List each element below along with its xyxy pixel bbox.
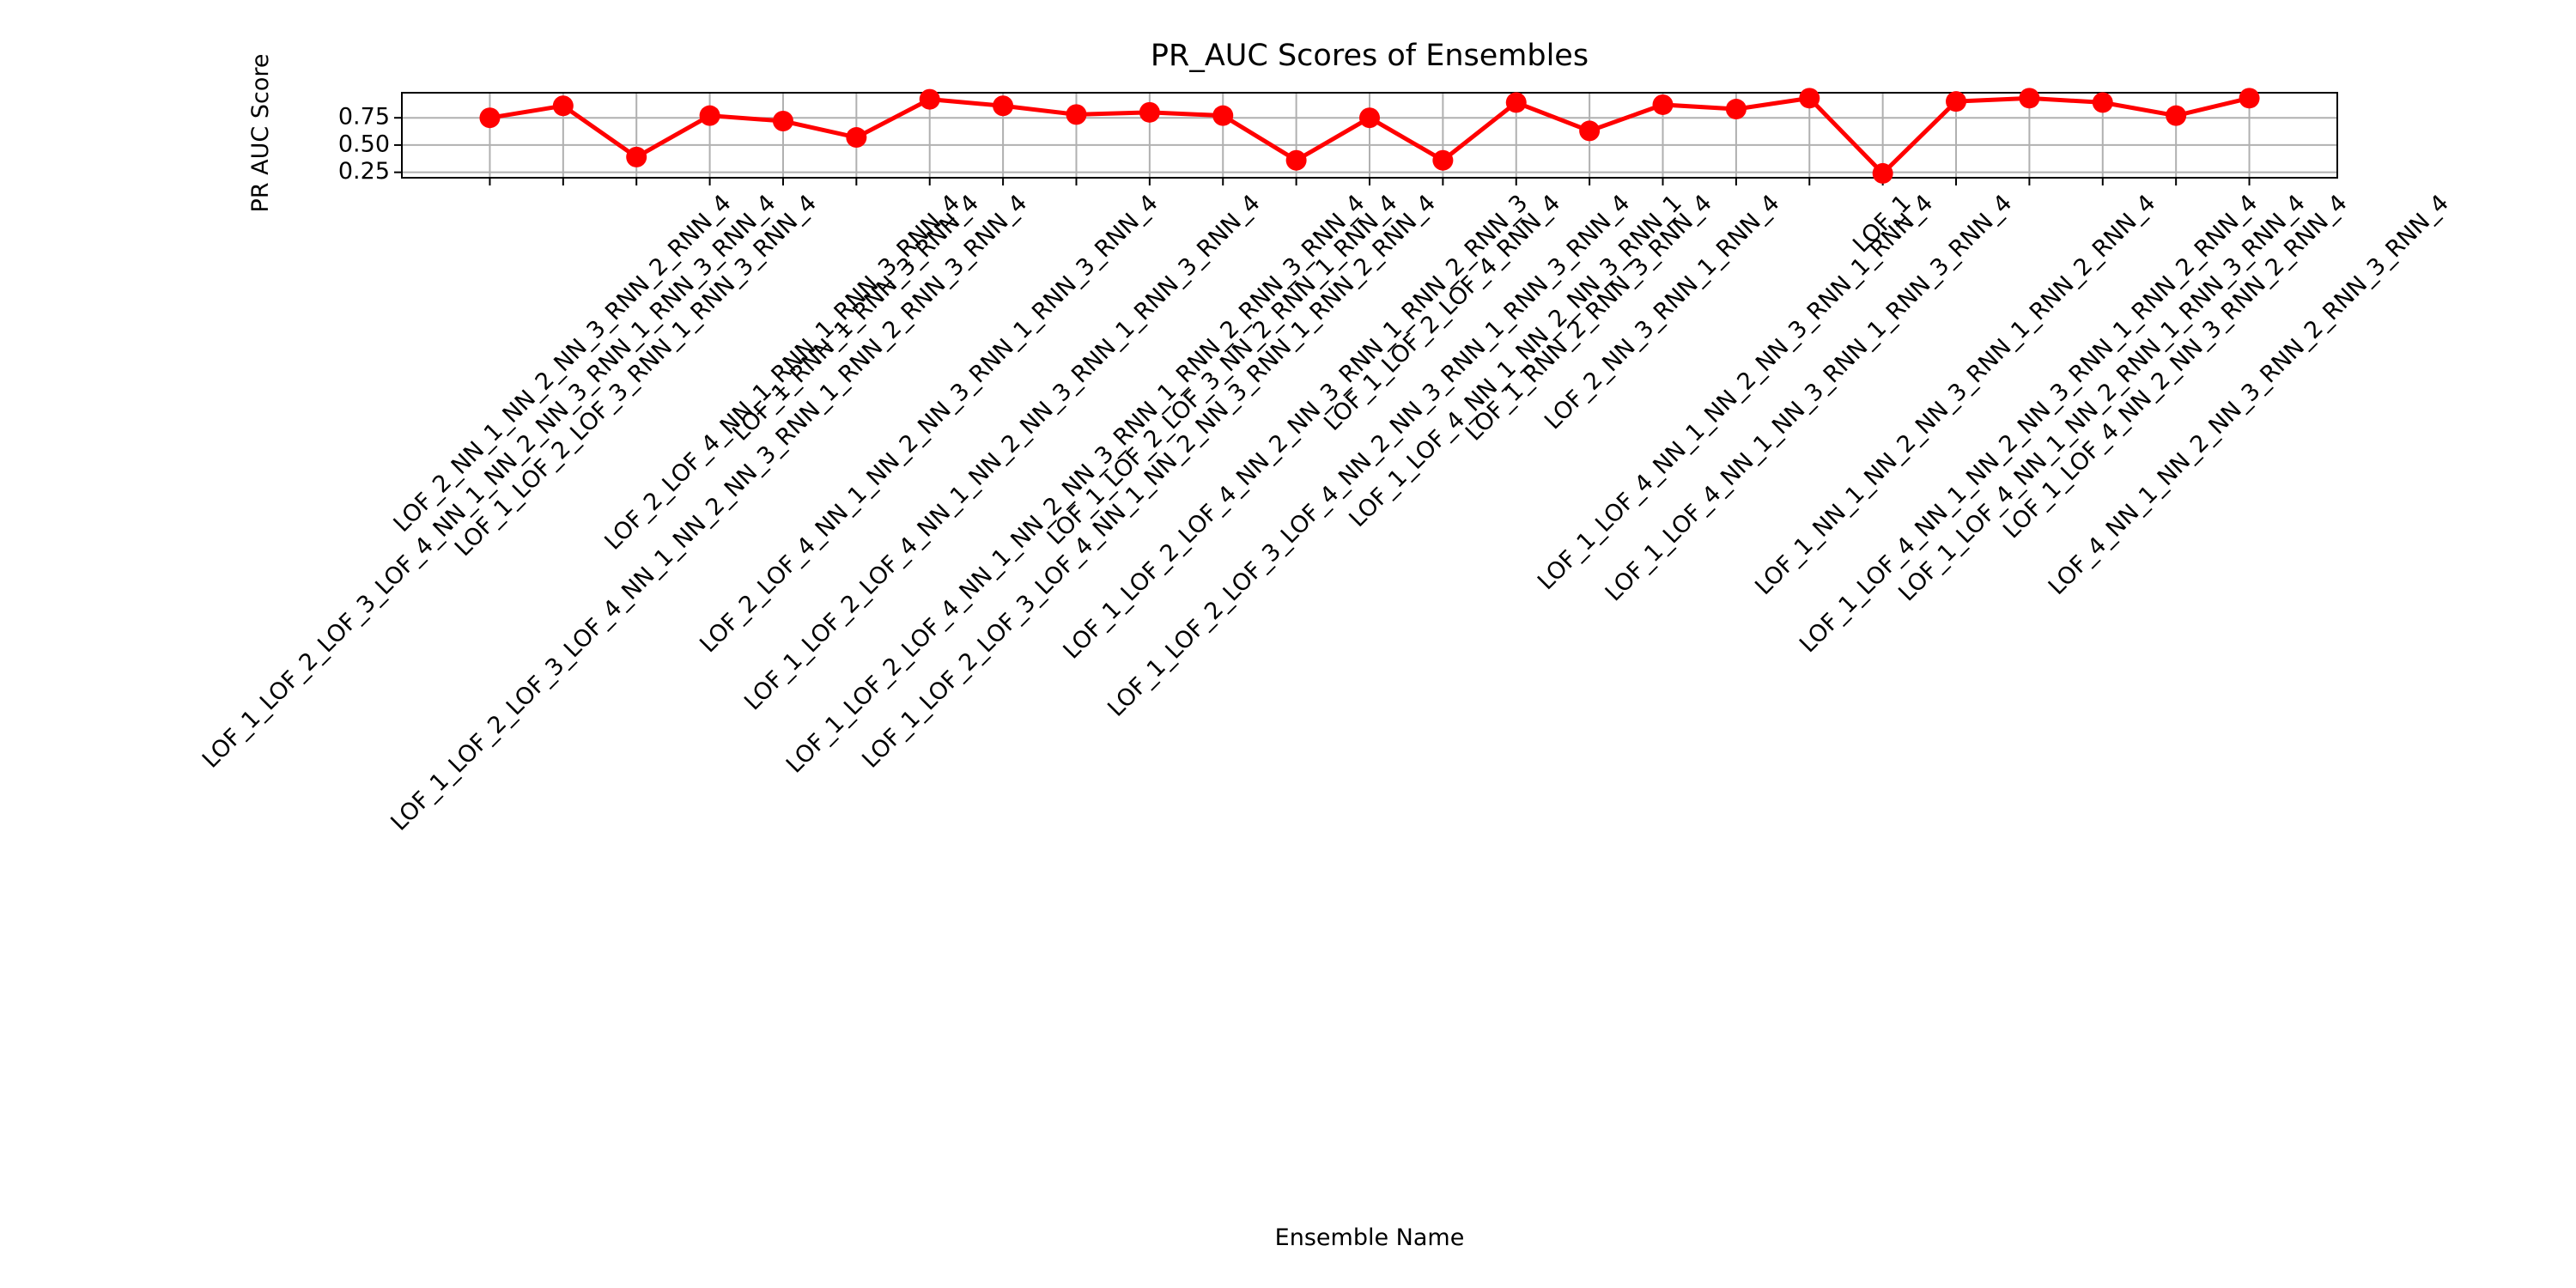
point (1066, 104, 1087, 125)
point (1872, 162, 1893, 184)
point (1946, 91, 1967, 112)
chart-title: PR_AUC Scores of Ensembles (1151, 39, 1589, 73)
point (1432, 149, 1454, 171)
point (552, 95, 574, 117)
y-axis-label: PR AUC Score (247, 54, 274, 213)
point (772, 111, 793, 131)
x-axis-label: Ensemble Name (1275, 1224, 1465, 1251)
point (2166, 105, 2187, 126)
point (1359, 107, 1380, 129)
point (1652, 94, 1674, 115)
point (699, 105, 720, 126)
point (919, 88, 940, 110)
point (1212, 105, 1234, 126)
point (1139, 101, 1160, 123)
point (2019, 88, 2040, 109)
plot-frame (401, 92, 2338, 179)
x-tick-label: LOF_1_LOF_4_NN_2_NN_3_RNN_2_RNN_4 (1998, 190, 2353, 544)
y-tick-label: 0.50 (338, 131, 390, 157)
point (1505, 92, 1527, 113)
point (1285, 149, 1307, 171)
point (2239, 88, 2260, 109)
point (1579, 120, 1601, 142)
point (1799, 88, 1820, 109)
x-tick-label: LOF_1_LOF_2_LOF_3_LOF_4_NN_1_NN_2_NN_3_R… (197, 190, 781, 774)
point (479, 107, 501, 129)
y-tick-label: 0.25 (338, 158, 390, 185)
point (626, 146, 647, 167)
point (846, 127, 867, 149)
point (2092, 92, 2113, 113)
point (1725, 99, 1747, 120)
y-tick-label: 0.75 (338, 104, 390, 131)
point (993, 95, 1014, 117)
